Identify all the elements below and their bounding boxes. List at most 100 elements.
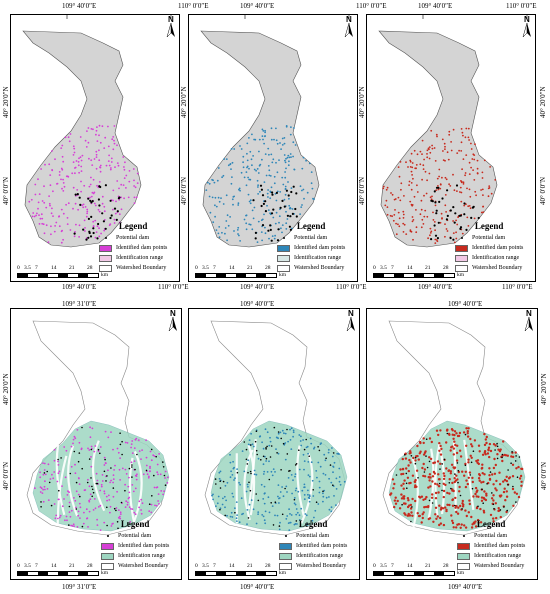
scale-tick: 28 — [87, 563, 93, 569]
identified-dam-point — [63, 185, 66, 188]
scale-bar: 0 3.5 7 14 21 28 km — [195, 265, 286, 278]
potential-dam-point — [270, 445, 273, 447]
identified-dam-point — [434, 160, 437, 162]
potential-dam-point — [507, 484, 509, 486]
identified-dam-point — [492, 443, 496, 446]
identified-dam-point — [96, 518, 98, 521]
identified-dam-point — [219, 470, 222, 473]
identified-dam-point — [149, 450, 152, 453]
legend-title: Legend — [120, 519, 150, 529]
legend-row-potential: Potential dam — [101, 531, 169, 541]
identified-dam-point — [86, 210, 89, 213]
identified-dam-point — [239, 189, 241, 192]
identified-dam-point — [398, 217, 401, 220]
identified-dam-point — [461, 470, 464, 473]
identified-dam-point — [284, 193, 287, 196]
identified-dam-point — [407, 499, 410, 502]
identified-dam-point — [248, 439, 251, 441]
identified-dam-point — [116, 447, 119, 450]
potential-dam-point — [312, 489, 314, 491]
identified-dam-point — [60, 241, 63, 244]
potential-dam-point — [463, 202, 466, 205]
identified-dam-point — [323, 453, 326, 456]
potential-dam-point — [506, 509, 508, 512]
legend-row-range: Identification range — [101, 551, 169, 561]
legend-row-range: Identification range — [455, 253, 523, 263]
potential-dam-point — [265, 457, 268, 460]
identified-dam-point — [37, 178, 39, 181]
identified-dam-point — [242, 166, 245, 169]
identified-dam-point — [475, 194, 477, 197]
identified-dam-point — [274, 234, 276, 237]
identified-dam-point — [52, 477, 55, 480]
identified-dam-point — [300, 444, 303, 447]
identified-dam-point — [451, 433, 454, 436]
identified-dam-point — [428, 437, 432, 440]
legend-range-label: Identification range — [116, 255, 164, 261]
identified-dam-point — [464, 509, 467, 512]
identified-dam-point — [303, 197, 305, 200]
identified-dam-point — [299, 440, 302, 442]
potential-dam-point — [496, 442, 498, 445]
potential-dam-point — [448, 482, 451, 484]
potential-dam-point — [104, 458, 106, 461]
identified-dam-point — [438, 504, 441, 507]
identified-dam-point — [430, 440, 433, 444]
identified-dam-point — [98, 149, 100, 152]
identified-dam-point — [220, 197, 222, 200]
identified-dam-point — [441, 507, 445, 510]
potential-dam-point — [90, 448, 93, 451]
identified-dam-point — [106, 499, 108, 502]
potential-dam-point — [136, 453, 138, 456]
potential-dam-point — [104, 184, 107, 187]
identified-dam-point — [76, 429, 79, 431]
identified-dam-point — [54, 225, 56, 227]
identified-dam-point — [492, 483, 495, 486]
identified-dam-point — [288, 204, 291, 207]
identified-dam-point — [112, 189, 115, 192]
identified-dam-point — [467, 476, 470, 479]
scale-tick: 3.5 — [202, 563, 209, 569]
identified-dam-point — [278, 215, 281, 218]
map-panel-b: 109° 40′0″E 110° 0′0″E N Legend Potentia… — [178, 2, 358, 282]
map-legend: Legend Potential dam Identified dam poin… — [99, 221, 167, 273]
identified-dam-point — [430, 496, 434, 499]
identified-dam-point — [251, 209, 254, 212]
identified-dam-point — [238, 234, 240, 237]
identified-dam-point — [410, 511, 413, 514]
scale-tick: 28 — [265, 265, 271, 271]
identified-dam-point — [39, 471, 41, 474]
identified-dam-point — [338, 467, 341, 470]
identified-dam-point — [445, 508, 448, 511]
identified-dam-point — [92, 509, 95, 511]
identified-dam-point — [48, 163, 51, 166]
identified-dam-point — [473, 179, 476, 181]
identified-dam-point — [253, 168, 256, 171]
identified-dam-point — [43, 462, 46, 465]
legend-row-identified: Identified dam points — [457, 541, 525, 551]
identified-dam-point — [43, 232, 46, 235]
potential-dam-point — [88, 231, 91, 235]
identified-dam-point — [69, 133, 72, 135]
identified-dam-point — [115, 507, 118, 509]
identified-dam-point — [230, 168, 232, 171]
identified-dam-point — [502, 490, 506, 494]
identified-dam-point — [96, 126, 98, 128]
identified-dam-point — [89, 436, 92, 439]
identified-dam-point — [138, 500, 141, 503]
identified-dam-point — [424, 209, 427, 212]
identified-dam-point — [253, 473, 256, 476]
identified-dam-point — [485, 492, 488, 495]
identified-dam-point — [51, 150, 53, 152]
potential-dam-point — [446, 432, 449, 435]
identified-dam-point — [409, 450, 412, 453]
identified-dam-point — [303, 494, 306, 496]
identified-swatch — [277, 244, 290, 252]
identified-dam-point — [303, 460, 306, 462]
potential-dam-point — [305, 438, 307, 441]
identified-dam-point — [283, 432, 285, 435]
identified-dam-point — [243, 218, 246, 221]
potential-dam-point — [162, 461, 164, 463]
identified-dam-point — [284, 458, 287, 461]
identified-dam-point — [395, 233, 398, 236]
